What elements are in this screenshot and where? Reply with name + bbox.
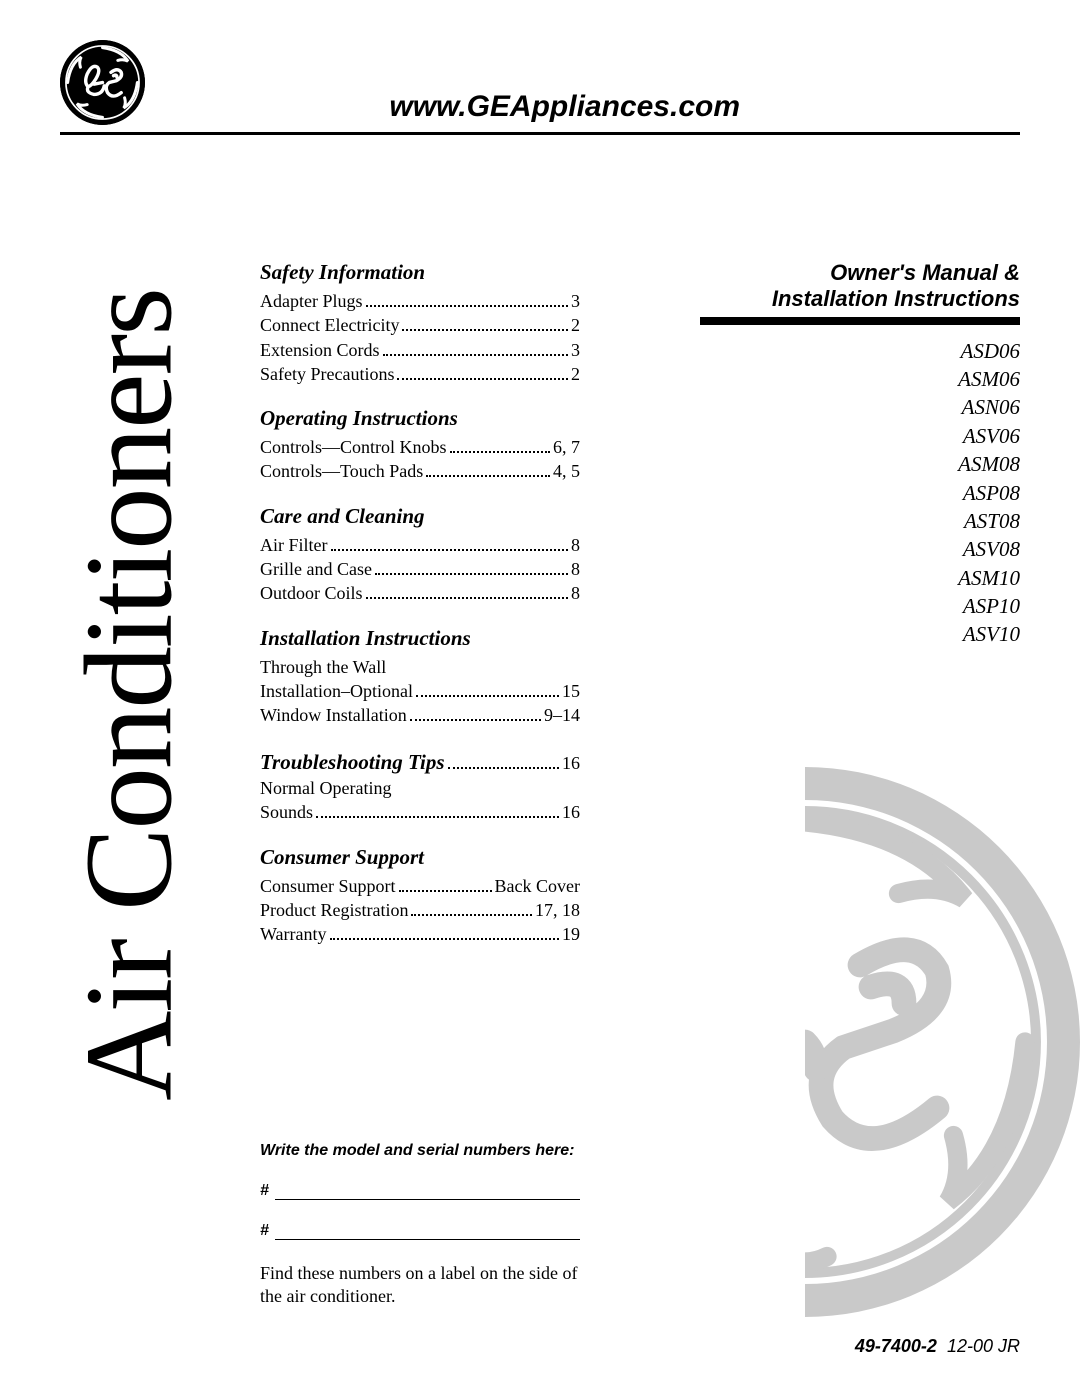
toc-dots bbox=[366, 597, 568, 599]
model-number: ASN06 bbox=[700, 393, 1020, 421]
model-number: ASM08 bbox=[700, 450, 1020, 478]
hash-symbol: # bbox=[260, 1182, 269, 1200]
blank-line bbox=[275, 1199, 580, 1200]
model-number: ASM10 bbox=[700, 564, 1020, 592]
toc-dots bbox=[375, 573, 568, 575]
model-number: AST08 bbox=[700, 507, 1020, 535]
toc-dots bbox=[330, 938, 559, 940]
model-number: ASM06 bbox=[700, 365, 1020, 393]
toc-item: Installation–Optional 15 bbox=[260, 679, 580, 703]
toc-item-label: Safety Precautions bbox=[260, 362, 394, 386]
toc-dots bbox=[411, 914, 532, 916]
toc-dots bbox=[397, 378, 568, 380]
manual-title-line1: Owner's Manual & bbox=[830, 260, 1020, 285]
toc-item-label: Consumer Support bbox=[260, 874, 396, 898]
doc-code-reg: 12-00 JR bbox=[947, 1336, 1020, 1356]
toc-heading: Operating Instructions bbox=[260, 406, 580, 431]
serial-line-1: # bbox=[260, 1182, 580, 1200]
toc-item-label: Installation–Optional bbox=[260, 679, 413, 703]
toc-item-label: Controls—Touch Pads bbox=[260, 459, 423, 483]
toc-item-label: Normal Operating bbox=[260, 776, 391, 800]
write-model-label: Write the model and serial numbers here: bbox=[260, 1142, 580, 1160]
ge-logo-small bbox=[60, 40, 145, 125]
toc-item-label: Controls—Control Knobs bbox=[260, 435, 447, 459]
toc-dots bbox=[383, 354, 569, 356]
toc-dots bbox=[450, 451, 550, 453]
right-column: Owner's Manual & Installation Instructio… bbox=[700, 260, 1020, 649]
toc-section: Operating Instructions Controls—Control K… bbox=[260, 406, 580, 484]
toc-item: Adapter Plugs 3 bbox=[260, 289, 580, 313]
toc-item-label: Grille and Case bbox=[260, 557, 372, 581]
toc-dots bbox=[426, 475, 550, 477]
manual-title: Owner's Manual & Installation Instructio… bbox=[700, 260, 1020, 325]
toc-item-label: Connect Electricity bbox=[260, 313, 399, 337]
toc-page: 4, 5 bbox=[553, 459, 580, 483]
model-number: ASV10 bbox=[700, 620, 1020, 648]
toc-page: 15 bbox=[562, 679, 580, 703]
doc-code-bold: 49-7400-2 bbox=[855, 1336, 937, 1356]
toc-page: 3 bbox=[571, 338, 580, 362]
toc-page: 6, 7 bbox=[553, 435, 580, 459]
toc-dots bbox=[399, 890, 492, 892]
toc-dots bbox=[316, 816, 559, 818]
header-url: www.GEAppliances.com bbox=[389, 90, 740, 124]
page-header: www.GEAppliances.com bbox=[60, 40, 1020, 135]
toc-item: Air Filter 8 bbox=[260, 533, 580, 557]
toc-dots bbox=[366, 305, 569, 307]
toc-page: 8 bbox=[571, 557, 580, 581]
toc-item-label: Air Filter bbox=[260, 533, 328, 557]
toc-item: Controls—Touch Pads 4, 5 bbox=[260, 459, 580, 483]
toc-item-label: Product Registration bbox=[260, 898, 408, 922]
toc-item-label: Warranty bbox=[260, 922, 327, 946]
toc-page: 2 bbox=[571, 362, 580, 386]
toc-heading: Care and Cleaning bbox=[260, 504, 580, 529]
toc-section: Care and CleaningAir Filter8Grille and C… bbox=[260, 504, 580, 606]
toc-heading-text: Troubleshooting Tips bbox=[260, 748, 445, 776]
toc-item-label: Window Installation bbox=[260, 703, 407, 727]
toc-item: Extension Cords 3 bbox=[260, 338, 580, 362]
toc-dots bbox=[402, 329, 568, 331]
toc-dots bbox=[331, 549, 569, 551]
toc-item: Through the Wall bbox=[260, 655, 580, 679]
toc-item-label: Through the Wall bbox=[260, 655, 386, 679]
model-number: ASP10 bbox=[700, 592, 1020, 620]
find-numbers-text: Find these numbers on a label on the sid… bbox=[260, 1262, 580, 1307]
toc-heading: Installation Instructions bbox=[260, 626, 580, 651]
manual-title-line2: Installation Instructions bbox=[772, 286, 1020, 311]
model-list: ASD06ASM06ASN06ASV06ASM08ASP08AST08ASV08… bbox=[700, 337, 1020, 649]
toc-page: 9–14 bbox=[544, 703, 580, 727]
model-number: ASD06 bbox=[700, 337, 1020, 365]
serial-line-2: # bbox=[260, 1222, 580, 1240]
model-number: ASP08 bbox=[700, 479, 1020, 507]
hash-symbol: # bbox=[260, 1222, 269, 1240]
toc-page: 8 bbox=[571, 533, 580, 557]
toc-item: Controls—Control Knobs 6, 7 bbox=[260, 435, 580, 459]
toc-item-label: Sounds bbox=[260, 800, 313, 824]
toc-page: 2 bbox=[571, 313, 580, 337]
ge-logo-watermark bbox=[530, 767, 1080, 1317]
model-number: ASV08 bbox=[700, 535, 1020, 563]
toc-dots bbox=[416, 695, 559, 697]
toc-page: 3 bbox=[571, 289, 580, 313]
toc-item-label: Outdoor Coils bbox=[260, 581, 363, 605]
toc-item: Window Installation 9–14 bbox=[260, 703, 580, 727]
toc-page: 8 bbox=[571, 581, 580, 605]
toc-item: Connect Electricity 2 bbox=[260, 313, 580, 337]
toc-item-label: Adapter Plugs bbox=[260, 289, 363, 313]
toc-heading: Safety Information bbox=[260, 260, 580, 285]
toc-section: Safety InformationAdapter Plugs3Connect … bbox=[260, 260, 580, 386]
toc-item: Safety Precautions 2 bbox=[260, 362, 580, 386]
vertical-title: Air Conditioners bbox=[59, 289, 202, 1101]
document-code: 49-7400-2 12-00 JR bbox=[855, 1336, 1020, 1357]
toc-item-label: Extension Cords bbox=[260, 338, 380, 362]
toc-section: Installation Instructions Through the Wal… bbox=[260, 626, 580, 728]
toc-item: Outdoor Coils 8 bbox=[260, 581, 580, 605]
toc-dots bbox=[410, 719, 541, 721]
toc-item: Grille and Case 8 bbox=[260, 557, 580, 581]
model-number: ASV06 bbox=[700, 422, 1020, 450]
blank-line bbox=[275, 1239, 580, 1240]
serial-number-section: Write the model and serial numbers here:… bbox=[260, 1142, 580, 1307]
